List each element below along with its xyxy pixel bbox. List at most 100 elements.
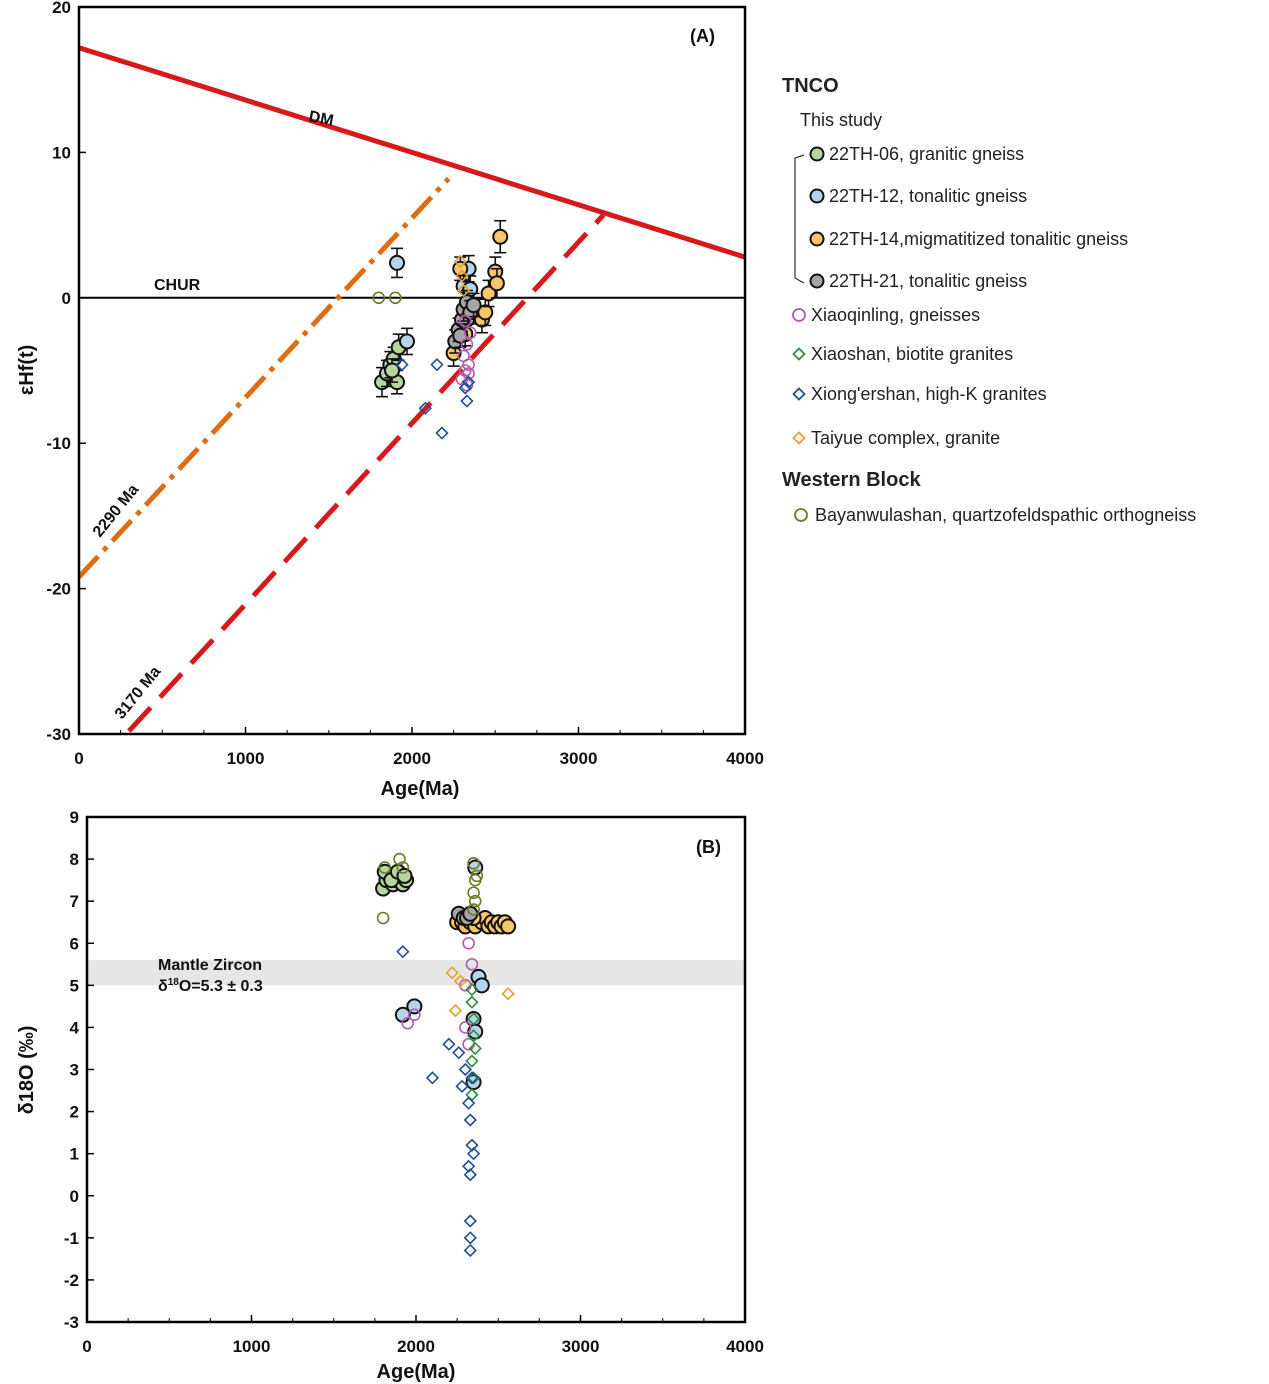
mantle-zircon-value: δ18O=5.3 ± 0.3 — [158, 977, 263, 995]
legend-item-label: 22TH-12, tonalitic gneiss — [829, 186, 1027, 206]
point-taiyue-complex-granite — [448, 1003, 463, 1018]
point-22th-12-tonalitic-gneiss — [399, 333, 416, 350]
point-xiaoqinling-gneisses — [460, 338, 474, 351]
b-xtick-label: 3000 — [562, 1337, 600, 1356]
legend: TNCO This study 22TH-06, granitic gneiss… — [782, 75, 1196, 525]
point-xiong-ershan-high-k-granites — [430, 358, 444, 372]
mantle-zircon-band — [87, 960, 745, 986]
point-xiaoshan-biotite-granites — [465, 1054, 479, 1068]
b-ytick-label: -3 — [64, 1313, 79, 1332]
mantle-delta: δ — [158, 978, 168, 995]
point-xiaoqinling-gneisses — [462, 367, 475, 380]
a-ytick-label: -10 — [46, 434, 71, 453]
point-xiaoqinling-gneisses — [463, 326, 477, 339]
b-xtick-label: 4000 — [726, 1337, 764, 1356]
legend-item-label: Xiaoqinling, gneisses — [811, 305, 980, 325]
point-22th-14-migmatitized-tonalitic-gneiss — [500, 918, 517, 935]
panel-b-ylabel: δ18O (‰) — [16, 1026, 38, 1115]
b-ytick-label: 3 — [70, 1061, 79, 1080]
b-xtick-label: 1000 — [233, 1337, 271, 1356]
point-xiong-ershan-high-k-granites — [461, 375, 476, 389]
point-22th-21-tonalitic-gneiss — [465, 297, 482, 314]
panel-a-frame — [77, 5, 747, 736]
point-22th-12-tonalitic-gneiss — [473, 977, 490, 994]
point-xiong-ershan-high-k-granites — [396, 945, 410, 959]
point-xiong-ershan-high-k-granites — [463, 1214, 477, 1228]
point-taiyue-complex-granite — [456, 283, 471, 298]
point-xiong-ershan-high-k-granites — [462, 1096, 476, 1110]
point-taiyue-complex-granite — [445, 966, 459, 980]
ref-line-3170-ma — [127, 213, 606, 733]
b-ytick-label: 8 — [70, 850, 79, 869]
panel-b-chart: 0 1000 2000 3000 4000 9 8 7 6 5 4 3 2 1 0 -1 -2 -3 (B) Ag… — [16, 808, 764, 1383]
mantle-rest: O=5.3 ± 0.3 — [179, 978, 263, 995]
b-ytick-label: 2 — [70, 1103, 79, 1122]
point-bayanwulashan-quartzofeldspathic-orthogneiss — [467, 903, 480, 916]
point-xiaoshan-biotite-granites — [466, 1012, 481, 1026]
point-bayanwulashan-quartzofeldspathic-orthogneiss — [376, 911, 390, 925]
legend-item-label: Xiong'ershan, high-K granites — [811, 384, 1047, 404]
a-ytick-label: -30 — [46, 725, 71, 744]
legend-item-label: 22TH-21, tonalitic gneiss — [829, 271, 1027, 291]
point-22th-14-migmatitized-tonalitic-gneiss — [488, 275, 505, 292]
point-taiyue-complex-granite — [453, 974, 468, 988]
point-xiaoqinling-gneisses — [465, 957, 479, 971]
panel-a-xlabel: Age(Ma) — [381, 778, 460, 800]
point-bayanwulashan-quartzofeldspathic-orthogneiss — [372, 291, 386, 305]
point-bayanwulashan-quartzofeldspathic-orthogneiss — [470, 869, 484, 883]
legend-heading-western: Western Block — [782, 469, 921, 491]
b-ytick-label: 0 — [70, 1187, 79, 1206]
ref-line-2290-ma — [79, 176, 451, 579]
a-ytick-label: 0 — [62, 289, 71, 308]
point-xiong-ershan-high-k-granites — [452, 1046, 466, 1060]
point-xiong-ershan-high-k-granites — [435, 426, 449, 440]
label-2290-ma: 2290 Ma — [90, 481, 142, 540]
b-ytick-label: -1 — [64, 1229, 79, 1248]
legend-marker — [792, 308, 806, 322]
a-xtick-label: 2000 — [393, 749, 431, 768]
legend-item-label: 22TH-06, granitic gneiss — [829, 144, 1024, 164]
mantle-zircon-label: Mantle Zircon — [158, 957, 262, 974]
point-xiaoqinling-gneisses — [462, 358, 475, 371]
b-ytick-label: 4 — [70, 1018, 80, 1037]
a-ytick-label: -20 — [46, 580, 71, 599]
legend-subheading: This study — [800, 110, 882, 130]
point-xiong-ershan-high-k-granites — [466, 1147, 481, 1161]
a-xtick-label: 0 — [74, 749, 83, 768]
point-xiong-ershan-high-k-granites — [460, 394, 474, 408]
mantle-sup: 18 — [168, 977, 180, 988]
legend-heading-tnco: TNCO — [782, 75, 839, 97]
b-xtick-label: 2000 — [397, 1337, 435, 1356]
chur-label: CHUR — [154, 277, 201, 294]
point-xiaoshan-biotite-granites — [466, 1029, 481, 1043]
point-xiong-ershan-high-k-granites — [458, 1062, 472, 1077]
ref-line-dm — [79, 45, 745, 260]
point-xiong-ershan-high-k-granites — [463, 1113, 477, 1127]
point-xiong-ershan-high-k-granites — [425, 1071, 440, 1085]
panel-b-xlabel: Age(Ma) — [377, 1361, 456, 1383]
point-xiaoqinling-gneisses — [458, 314, 472, 328]
legend-marker — [809, 231, 825, 247]
a-ytick-label: 20 — [52, 0, 71, 17]
point-xiong-ershan-high-k-granites — [395, 358, 409, 372]
legend-marker — [809, 273, 825, 289]
point-xiong-ershan-high-k-granites — [463, 1243, 477, 1258]
legend-item-label: Xiaoshan, biotite granites — [811, 344, 1013, 364]
point-xiong-ershan-high-k-granites — [458, 381, 472, 395]
b-ytick-label: 5 — [70, 976, 79, 995]
a-ytick-label: 10 — [52, 143, 71, 162]
legend-item-label: 22TH-14,migmatitized tonalitic gneiss — [829, 229, 1128, 249]
legend-item-label: Bayanwulashan, quartzofeldspathic orthog… — [815, 505, 1196, 525]
legend-marker — [792, 387, 806, 401]
point-xiong-ershan-high-k-granites — [463, 1168, 477, 1182]
point-xiaoqinling-gneisses — [462, 936, 475, 950]
legend-marker — [794, 508, 808, 522]
point-xiaoqinling-gneisses — [401, 1016, 415, 1030]
legend-marker — [809, 188, 825, 204]
a-xtick-label: 1000 — [227, 749, 265, 768]
point-taiyue-complex-granite — [455, 269, 469, 283]
legend-marker — [809, 146, 825, 162]
point-bayanwulashan-quartzofeldspathic-orthogneiss — [378, 861, 392, 874]
legend-marker — [792, 347, 806, 361]
